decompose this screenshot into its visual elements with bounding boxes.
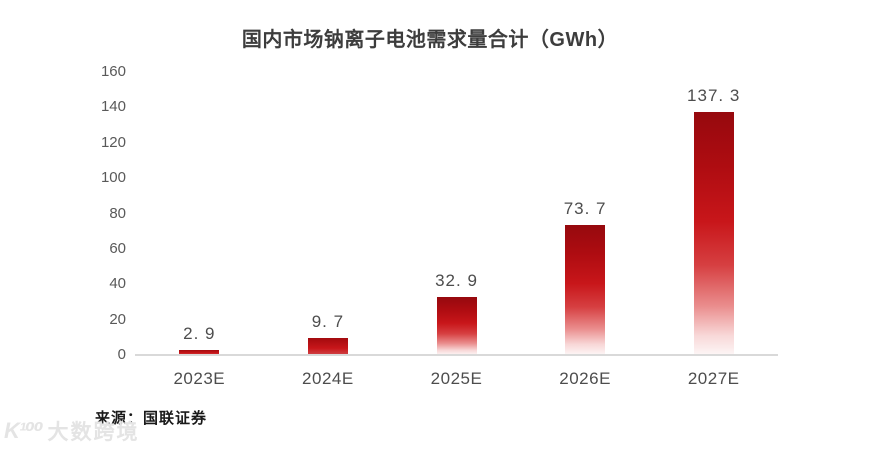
watermark-logo-icon: K¹⁰⁰ [4, 418, 43, 443]
y-axis-tick-label: 0 [117, 346, 126, 363]
bar-value-label: 73. 7 [563, 198, 607, 218]
bar-value-label: 137. 3 [687, 86, 741, 106]
bar-value-label: 32. 9 [435, 270, 478, 290]
bar-2026E [565, 224, 606, 355]
bar-value-label: 9. 7 [311, 311, 345, 331]
y-axis-tick-label: 40 [109, 275, 126, 293]
y-axis-tick-label: 140 [100, 98, 126, 116]
bar-2025E [436, 296, 477, 355]
x-axis-category-label: 2025E [430, 369, 483, 388]
y-axis-tick-label: 60 [109, 239, 126, 257]
source-label: 来源：国联证券 [95, 410, 208, 427]
watermark: K¹⁰⁰ 大数跨境 [4, 416, 140, 446]
x-axis-category-label: 2023E [173, 369, 226, 388]
y-axis-tick-label: 120 [100, 133, 126, 151]
x-axis-baseline [135, 354, 778, 356]
x-axis-category-label: 2026E [559, 369, 611, 388]
y-axis-tick-label: 160 [100, 63, 126, 80]
y-axis-tick-label: 20 [109, 310, 126, 328]
bar-2023E [179, 349, 220, 355]
watermark-text: 大数跨境 [47, 421, 140, 444]
bar-value-label: 2. 9 [183, 323, 216, 343]
bar-2027E [693, 112, 734, 355]
y-axis-tick-label: 80 [109, 204, 126, 222]
chart-title: 国内市场钠离子电池需求量合计（GWh） [241, 29, 619, 51]
bar-2024E [307, 337, 348, 355]
x-axis-category-label: 2027E [687, 369, 740, 388]
x-axis-category-label: 2024E [302, 369, 354, 388]
y-axis-tick-label: 100 [100, 169, 126, 187]
